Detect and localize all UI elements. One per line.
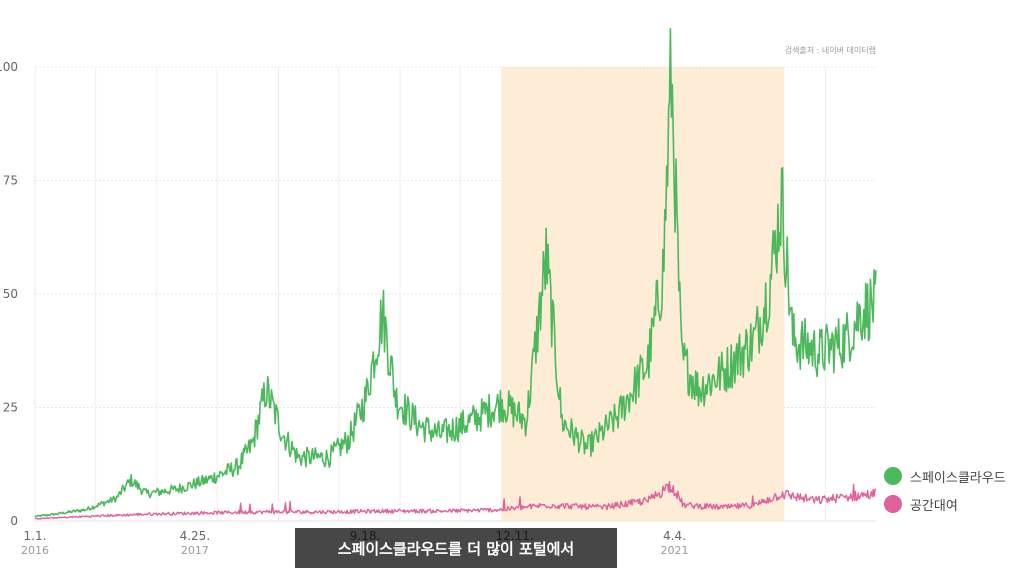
legend-item-spacecloud: 스페이스클라우드 [884, 462, 1006, 490]
x-tick-label: 4.25. [180, 529, 211, 543]
legend-item-space-rental: 공간대여 [884, 490, 1006, 518]
legend-swatch-space-rental [884, 495, 902, 513]
y-axis-ticks: 0 25 50 75 100 [0, 60, 18, 528]
caption-banner: 스페이스클라우드를 더 많이 포털에서 [295, 528, 617, 568]
highlight-region [501, 67, 785, 521]
y-tick-label: 75 [3, 174, 18, 188]
x-tick-label: 1.1. [24, 529, 47, 543]
y-tick-label: 50 [3, 287, 18, 301]
chart-legend: 스페이스클라우드 공간대여 [884, 462, 1006, 518]
legend-label-spacecloud: 스페이스클라우드 [910, 470, 1006, 486]
series-lines [34, 28, 877, 520]
y-tick-label: 0 [10, 514, 18, 528]
legend-swatch-spacecloud [884, 467, 902, 485]
series-line-1 [35, 481, 876, 520]
x-tick-year: 2016 [21, 544, 49, 557]
legend-label-space-rental: 공간대여 [910, 498, 958, 514]
source-note: 검색출처 : 네이버 데이터랩 [785, 45, 876, 55]
y-tick-label: 100 [0, 60, 18, 74]
y-tick-label: 25 [3, 401, 18, 415]
series-line-0 [34, 28, 877, 518]
x-tick-label: 4.4. [663, 529, 686, 543]
x-tick-year: 2021 [660, 544, 688, 557]
x-tick-year: 2017 [181, 544, 209, 557]
caption-text: 스페이스클라우드를 더 많이 포털에서 [337, 539, 575, 558]
